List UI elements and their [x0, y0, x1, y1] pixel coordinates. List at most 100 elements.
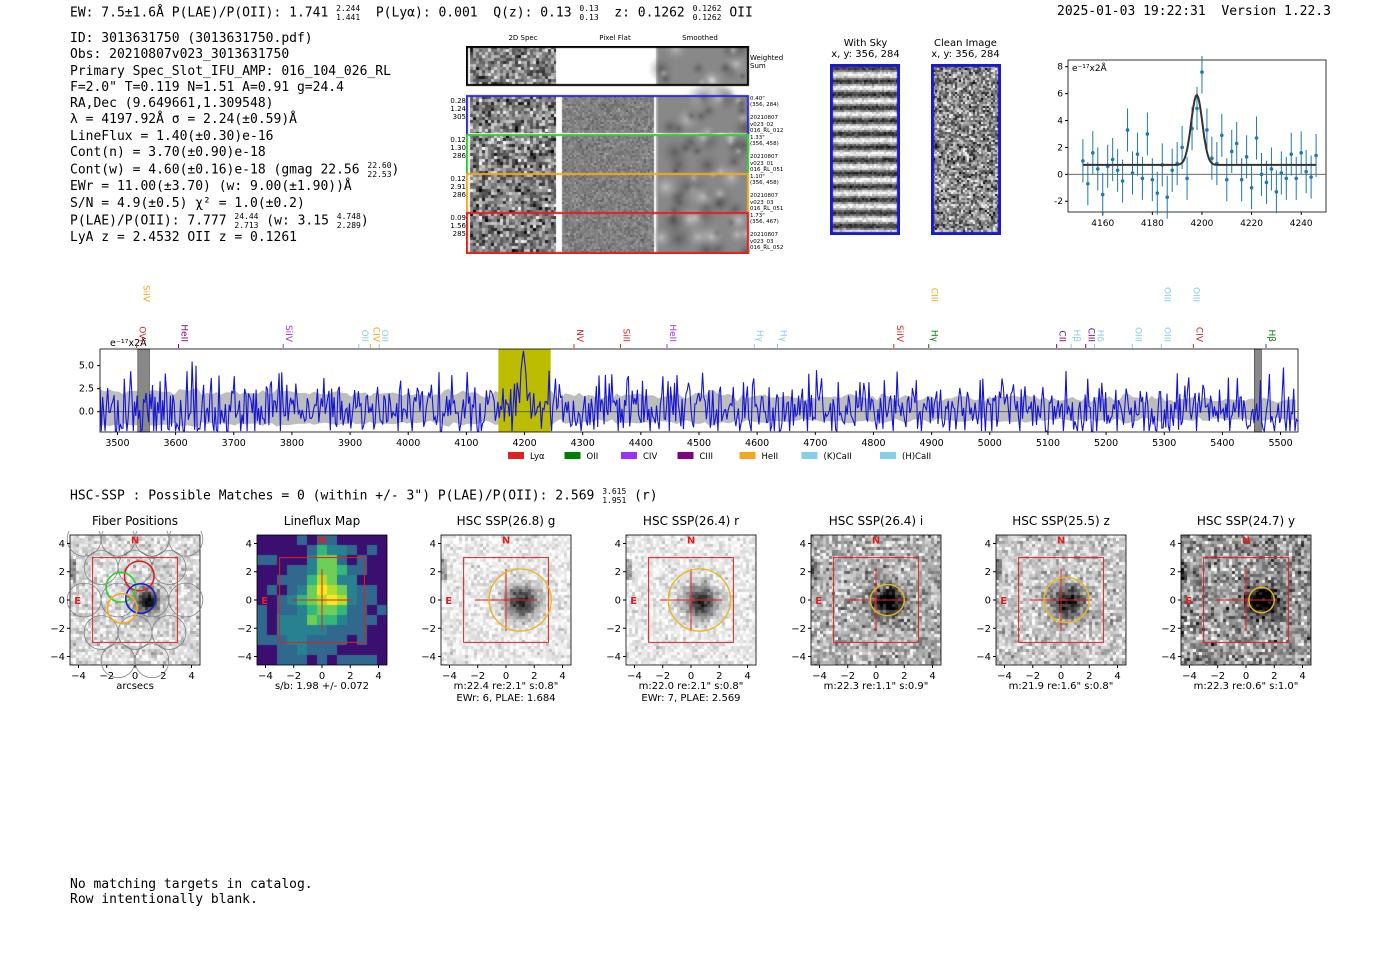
header-right: 2025-01-03 19:22:31 Version 1.22.3 — [1057, 4, 1331, 19]
data-point — [1269, 167, 1274, 171]
compass-north: N — [687, 535, 695, 546]
data-point — [1140, 176, 1145, 181]
cutout-panel: HSC SSP(25.5) z N E −4 −2 0 2 4 4 2 0 −2 −4 m:21.9 re… — [974, 510, 1152, 725]
spectrum-units: e⁻¹⁷x2Å — [110, 337, 147, 349]
y-tick-label: 8 — [1057, 63, 1063, 73]
info-plae-w-lo: 2.289 — [336, 220, 361, 230]
with-sky-title: With Sky x, y: 356, 284 — [818, 38, 913, 60]
spec2d-row-right-label: 0.40" (356, 284) 20210807 v023_02 016_RL_01… — [750, 96, 784, 135]
info-cont-n: Cont(n) = 3.70(±0.90)e-18 — [70, 145, 266, 161]
emission-line-label: OII — [359, 330, 369, 342]
x-tick-label: 2 — [1271, 671, 1277, 682]
cutout-caption: m:22.3 re:0.6" s:1.0" — [1193, 681, 1299, 692]
info-cont-w-row: Cont(w) = 4.60(±0.16)e-18 (gmag 22.56 22… — [70, 161, 400, 180]
emission-line-label: Hβ — [1071, 329, 1081, 342]
compass-east: E — [1185, 596, 1192, 607]
y-tick-label: 0 — [615, 596, 621, 607]
compass-east: E — [1000, 596, 1007, 607]
x-tick-label: −4 — [258, 671, 273, 682]
cutout-panel: Lineflux Map N E −4 −2 0 2 4 4 2 0 −2 −4 s/b: 1.98 +/… — [235, 510, 413, 725]
data-point — [1155, 191, 1160, 195]
y-tick-label: −2 — [237, 624, 252, 635]
search-box — [833, 557, 919, 643]
y-tick-label: 4 — [615, 539, 621, 550]
spec2d-row-right-label: 1.33" (356, 458) 20210807 v023_01 016_RL_05… — [750, 135, 784, 174]
clean-image-title-1: Clean Image — [934, 38, 997, 49]
header-version: Version 1.22.3 — [1221, 4, 1331, 19]
x-tick-label: 4900 — [920, 438, 944, 449]
compass-north: N — [502, 535, 510, 546]
info-lineflux: LineFlux = 1.40(±0.30)e-16 — [70, 128, 274, 144]
emission-line-label: OIII — [1132, 327, 1142, 342]
legend-swatch — [621, 452, 637, 459]
legend-swatch — [880, 452, 896, 459]
y-tick-label: 0 — [430, 596, 436, 607]
y-tick-label: 4 — [430, 539, 436, 550]
data-point — [1110, 157, 1115, 162]
line-fit-frame — [1067, 59, 1327, 213]
data-point — [1224, 177, 1229, 182]
emission-line-label: OVI — [137, 326, 147, 342]
cutout-title: HSC SSP(26.8) g — [456, 514, 556, 528]
x-tick-label: −4 — [1182, 671, 1197, 682]
x-tick-label: 4300 — [571, 438, 595, 449]
x-tick-label: −4 — [71, 671, 86, 682]
info-plae-row: P(LAE)/P(OII): 7.777 24.44 2.713 (w: 3.15… — [70, 211, 369, 230]
y-tick-label: −4 — [791, 652, 806, 663]
spec2d-image-stack — [466, 46, 750, 254]
info-plae-w: (w: 3.15 — [266, 213, 329, 229]
info-gmag-lo: 22.53 — [367, 170, 392, 180]
cutout-panel: HSC SSP(24.7) y N E −4 −2 0 2 4 4 2 0 −2 −4 m:22.3 re… — [1159, 510, 1337, 725]
emission-line-label: CIV — [1193, 327, 1203, 343]
y-tick-label: 0.0 — [79, 407, 94, 418]
cutout-image: N E −4 −2 0 2 4 4 2 0 −2 −4 — [1161, 534, 1312, 682]
spec2d-title-smoothed: Smoothed — [682, 34, 718, 42]
x-tick-label: −2 — [99, 671, 114, 682]
y-tick-label: 6 — [1057, 90, 1063, 100]
y-tick-label: 2 — [615, 567, 621, 578]
hsc-lo: 1.951 — [602, 496, 627, 505]
legend-label: (H)CaII — [902, 452, 931, 462]
x-tick-label: −2 — [286, 671, 301, 682]
legend-swatch — [677, 452, 694, 459]
y-tick-label: −2 — [421, 624, 436, 635]
x-tick-label: 4200 — [1191, 219, 1214, 229]
compass-east: E — [261, 596, 268, 607]
info-ewr: EWr = 11.00(±3.70) (w: 9.00(±1.90))Å — [70, 179, 352, 195]
data-point — [1180, 145, 1184, 150]
cutout-caption: s/b: 1.98 +/- 0.072 — [274, 681, 370, 692]
search-box — [1203, 557, 1289, 643]
footer-line-2: Row intentionally blank. — [70, 892, 258, 907]
y-tick-label: −4 — [606, 652, 621, 663]
fiber-circle — [134, 643, 170, 679]
x-tick-label: 2 — [716, 671, 722, 682]
cutout-image: N E −4 −2 0 2 4 4 2 0 −2 −4 — [421, 534, 572, 682]
y-tick-label: 2 — [985, 567, 991, 578]
y-tick-label: 0 — [985, 596, 991, 607]
x-tick-label: 2 — [347, 671, 353, 682]
cutout-title: Fiber Positions — [91, 514, 179, 528]
y-tick-label: 4 — [800, 539, 806, 550]
data-point — [1249, 185, 1254, 190]
fiber-highlight — [106, 592, 138, 625]
y-tick-label: −2 — [606, 624, 621, 635]
source-ellipse — [1043, 576, 1090, 624]
source-ellipse — [488, 568, 552, 632]
compass-north: N — [872, 535, 880, 546]
legend-swatch — [739, 452, 756, 459]
x-tick-label: 4 — [188, 671, 194, 682]
y-tick-label: 0 — [800, 596, 806, 607]
cutout-image: N E −4 −2 0 2 4 4 2 0 −2 −4 — [50, 531, 204, 682]
header-plae-lo: 1.441 — [336, 13, 361, 22]
x-tick-label: 4 — [375, 671, 381, 682]
x-tick-label: 4 — [744, 671, 750, 682]
x-tick-label: 0 — [503, 671, 509, 682]
data-point — [1289, 152, 1294, 156]
data-point — [1115, 168, 1120, 173]
compass-north: N — [318, 535, 326, 546]
x-tick-label: 2 — [531, 671, 537, 682]
search-box — [1018, 557, 1104, 643]
data-point — [1095, 167, 1100, 171]
legend-swatch — [508, 452, 524, 459]
clean-image — [931, 64, 1001, 235]
